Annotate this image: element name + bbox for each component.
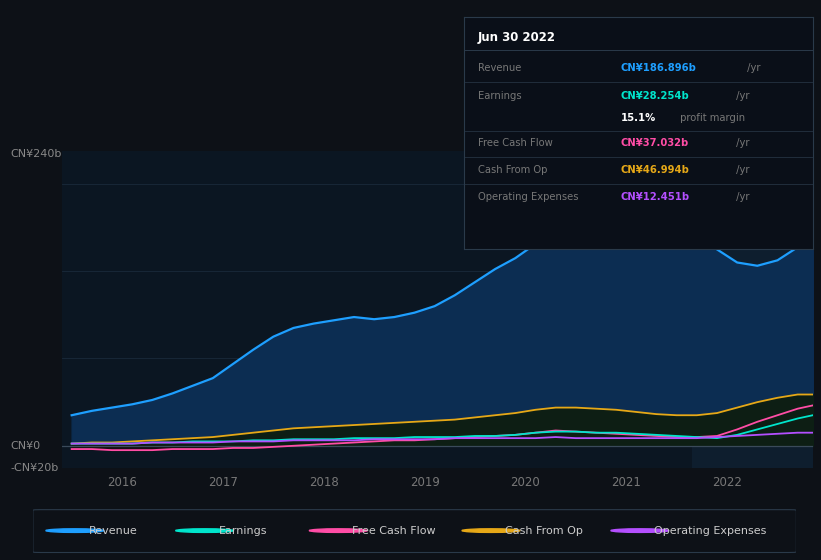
Bar	[692, 151, 821, 468]
Text: /yr: /yr	[732, 192, 749, 202]
Text: 2017: 2017	[208, 475, 238, 489]
Text: CN¥240b: CN¥240b	[11, 149, 62, 159]
Text: CN¥0: CN¥0	[11, 441, 41, 451]
Text: Jun 30 2022: Jun 30 2022	[478, 31, 556, 44]
Text: -CN¥20b: -CN¥20b	[11, 463, 59, 473]
Text: 2021: 2021	[612, 475, 641, 489]
Text: CN¥28.254b: CN¥28.254b	[621, 91, 690, 101]
Text: Revenue: Revenue	[478, 63, 521, 73]
Circle shape	[462, 529, 520, 533]
Text: CN¥186.896b: CN¥186.896b	[621, 63, 697, 73]
Text: 2019: 2019	[410, 475, 439, 489]
FancyBboxPatch shape	[33, 510, 796, 553]
Text: Cash From Op: Cash From Op	[505, 526, 583, 535]
Text: Operating Expenses: Operating Expenses	[654, 526, 766, 535]
Text: 15.1%: 15.1%	[621, 113, 656, 123]
Text: Cash From Op: Cash From Op	[478, 165, 548, 175]
Text: 2020: 2020	[511, 475, 540, 489]
Text: CN¥46.994b: CN¥46.994b	[621, 165, 690, 175]
Text: 2016: 2016	[107, 475, 137, 489]
Text: /yr: /yr	[732, 165, 749, 175]
Text: profit margin: profit margin	[677, 113, 745, 123]
Text: Free Cash Flow: Free Cash Flow	[352, 526, 436, 535]
Text: CN¥37.032b: CN¥37.032b	[621, 138, 689, 148]
Text: 2018: 2018	[309, 475, 338, 489]
Text: /yr: /yr	[732, 91, 749, 101]
Text: /yr: /yr	[744, 63, 760, 73]
Circle shape	[310, 529, 367, 533]
Text: 2022: 2022	[712, 475, 742, 489]
Text: Operating Expenses: Operating Expenses	[478, 192, 578, 202]
Circle shape	[176, 529, 234, 533]
Circle shape	[611, 529, 669, 533]
Text: Earnings: Earnings	[218, 526, 267, 535]
Text: Revenue: Revenue	[89, 526, 137, 535]
Text: CN¥12.451b: CN¥12.451b	[621, 192, 690, 202]
Text: /yr: /yr	[732, 138, 749, 148]
Circle shape	[46, 529, 103, 533]
Text: Free Cash Flow: Free Cash Flow	[478, 138, 553, 148]
Text: Earnings: Earnings	[478, 91, 521, 101]
